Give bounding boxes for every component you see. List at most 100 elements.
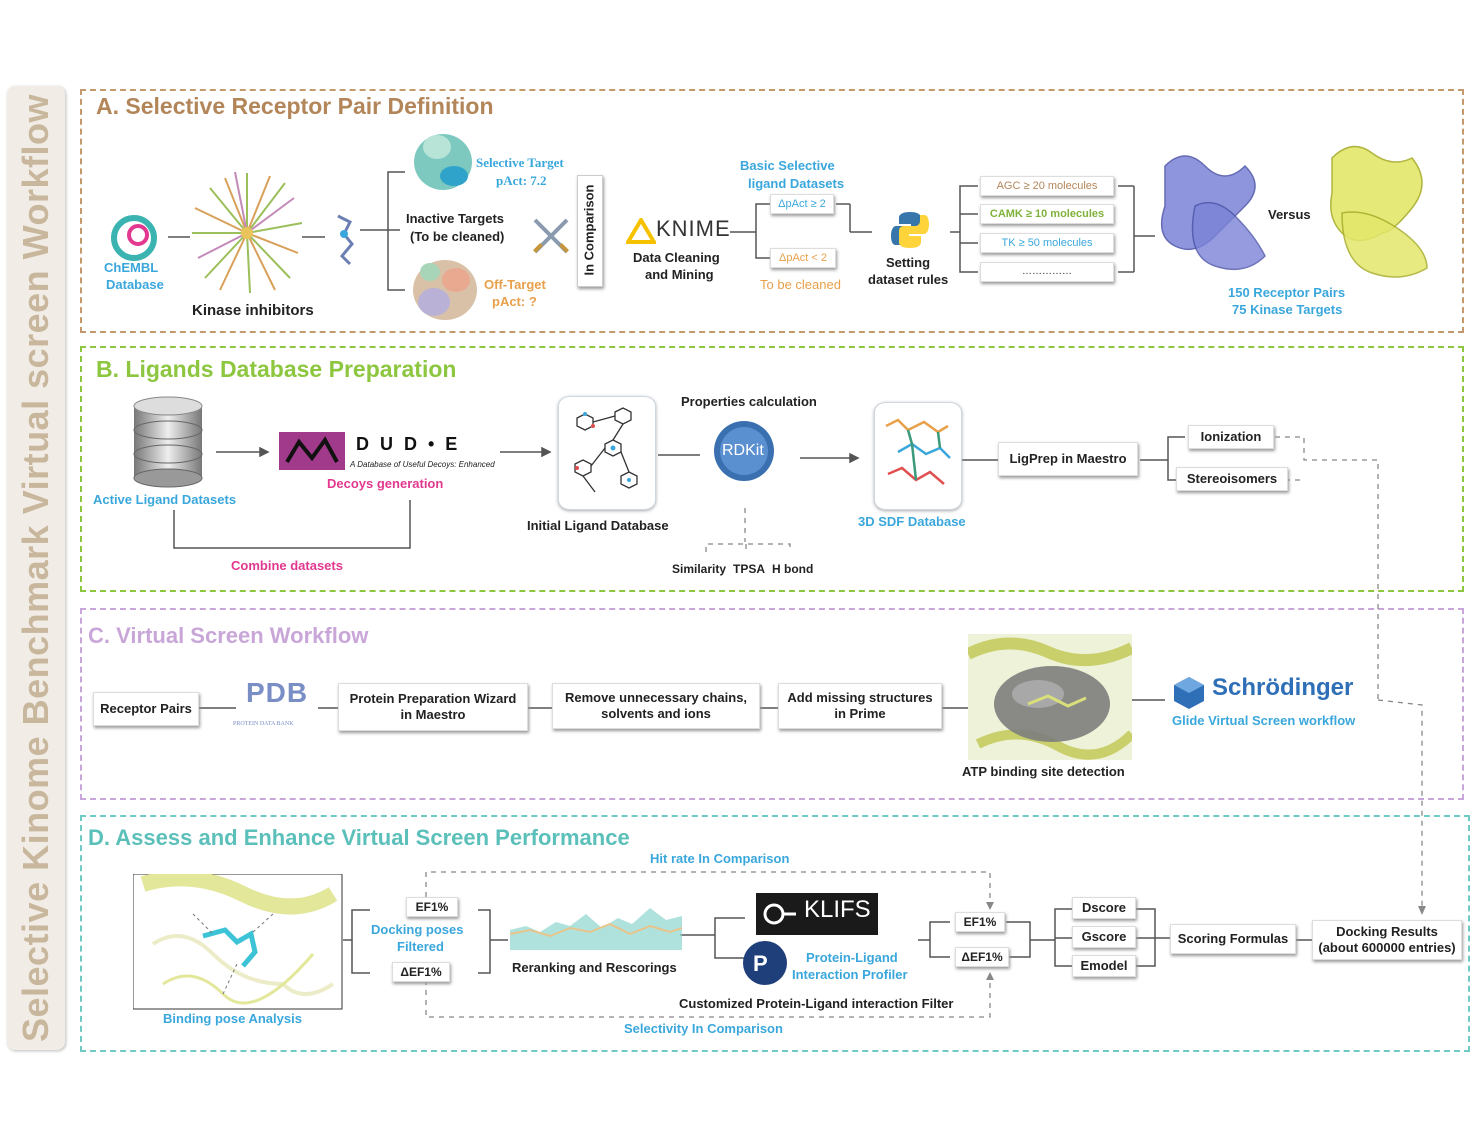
- knime-triangle-icon: [626, 218, 656, 244]
- plip-line1-label: Protein-Ligand: [806, 950, 898, 965]
- plip-logo-icon: P: [743, 941, 787, 985]
- properties-calc-label: Properties calculation: [681, 394, 817, 409]
- glide-workflow-label: Glide Virtual Screen workflow: [1172, 713, 1356, 728]
- off-target-protein-image: [413, 260, 477, 320]
- ligand-structures-image: [574, 407, 638, 493]
- inactive-targets-label: Inactive Targets: [406, 211, 505, 226]
- ligprep-box: LigPrep in Maestro: [998, 442, 1138, 476]
- plip-line2-label: Interaction Profiler: [792, 967, 908, 982]
- filtered-label: Filtered: [397, 939, 444, 954]
- atp-binding-site-image: [968, 634, 1132, 760]
- section-d-title: D. Assess and Enhance Virtual Screen Per…: [88, 825, 630, 850]
- selectivity-label: Selectivity In Comparison: [624, 1021, 783, 1036]
- versus-label: Versus: [1268, 207, 1311, 222]
- emodel-box: Emodel: [1072, 955, 1136, 977]
- dude-logo-text: D U D • E: [356, 434, 461, 454]
- ligand-datasets-label: ligand Datasets: [748, 176, 845, 191]
- in-comparison-label: In Comparison: [581, 184, 597, 276]
- tpsa-label: TPSA: [733, 562, 766, 576]
- section-c-frame: [80, 608, 1464, 800]
- section-a-frame: [80, 89, 1464, 333]
- reranking-label: Reranking and Rescorings: [512, 960, 677, 975]
- section-a-title: A. Selective Receptor Pair Definition: [96, 93, 494, 119]
- binding-pose-label: Binding pose Analysis: [163, 1011, 302, 1026]
- atp-site-label: ATP binding site detection: [962, 764, 1125, 779]
- section-b-title: B. Ligands Database Preparation: [96, 356, 457, 382]
- to-be-cleaned-label: To be cleaned: [760, 277, 841, 292]
- combine-datasets-label: Combine datasets: [231, 558, 343, 573]
- add-missing-line2: in Prime: [834, 706, 886, 721]
- prep-wizard-box: Protein Preparation Wizard in Maestro: [338, 683, 528, 731]
- schrodinger-logo-icon: [1174, 677, 1204, 709]
- active-ligand-label: Active Ligand Datasets: [93, 492, 237, 507]
- dscore-box: Dscore: [1072, 897, 1136, 919]
- ionization-box: Ionization: [1188, 425, 1274, 449]
- ef1-box: EF1%: [406, 897, 458, 917]
- section-b-frame: [80, 346, 1464, 592]
- klifs-logo-text: KLIFS: [804, 896, 871, 923]
- receptor-pairs-box: Receptor Pairs: [93, 692, 199, 726]
- inactive-note-label: (To be cleaned): [410, 229, 505, 244]
- docking-results-line2: (about 600000 entries): [1318, 940, 1456, 955]
- basic-selective-label: Basic Selective: [740, 158, 835, 173]
- kinase-inhibitors-label: Kinase inhibitors: [192, 302, 314, 319]
- svg-text:P: P: [753, 951, 768, 976]
- and-mining-label: and Mining: [645, 267, 714, 282]
- pdb-logo-text: PDB: [246, 677, 309, 708]
- remove-chains-line1: Remove unnecessary chains,: [564, 690, 748, 705]
- dude-sub-text: A Database of Useful Decoys: Enhanced: [350, 460, 495, 469]
- sdf-db-label: 3D SDF Database: [858, 514, 966, 529]
- selective-target-label: Selective Target: [476, 155, 564, 170]
- ligand-molecule-icon: [337, 214, 354, 266]
- receptor-protein-blue-image: [1160, 155, 1266, 271]
- setting-label: Setting: [886, 255, 931, 270]
- crossed-swords-icon: [533, 218, 569, 254]
- docking-results-line1: Docking Results: [1336, 924, 1438, 939]
- receptor-pairs-count-label: 150 Receptor Pairs: [1228, 285, 1346, 300]
- chembl-logo-icon: [111, 215, 157, 261]
- prep-wizard-line2: in Maestro: [400, 707, 466, 722]
- hbond-label: H bond: [772, 562, 814, 576]
- add-missing-line1: Add missing structures: [787, 690, 933, 705]
- section-d-frame: [80, 815, 1470, 1052]
- off-pact-label: pAct: ?: [492, 294, 537, 309]
- stereoisomers-box: Stereoisomers: [1176, 467, 1288, 491]
- kinome-tree-image: [192, 171, 303, 294]
- in-comparison-bracket: [577, 175, 603, 287]
- docking-results-box: Docking Results (about 600000 entries): [1312, 920, 1462, 960]
- def1b-box: ΔEF1%: [955, 947, 1009, 967]
- klifs-logo: [756, 893, 878, 935]
- similarity-label: Similarity: [672, 562, 727, 576]
- selective-target-protein-image: [414, 134, 472, 190]
- kinase-targets-count-label: 75 Kinase Targets: [1232, 302, 1343, 317]
- gscore-box: Gscore: [1072, 926, 1136, 948]
- docking-poses-label: Docking poses: [371, 922, 464, 937]
- off-target-label: Off-Target: [484, 277, 546, 292]
- database-icon: [133, 396, 203, 488]
- ef1b-box: EF1%: [955, 912, 1005, 932]
- def1-box: ΔEF1%: [392, 962, 450, 982]
- dpact-lt2-box: ΔpAct < 2: [770, 248, 836, 268]
- rdkit-logo-text: RDKit: [722, 442, 764, 459]
- knime-logo-text: KNIME: [656, 216, 731, 241]
- chembl-label: ChEMBL: [104, 260, 159, 275]
- 3d-ligand-image: [885, 418, 951, 485]
- reranking-area-chart-image: [510, 908, 682, 950]
- custom-filter-label: Customized Protein-Ligand interaction Fi…: [679, 996, 954, 1011]
- rdkit-logo-icon: [714, 421, 774, 481]
- decoys-generation-label: Decoys generation: [327, 476, 444, 491]
- dataset-rules-label: dataset rules: [868, 272, 949, 287]
- remove-chains-box: Remove unnecessary chains, solvents and …: [552, 683, 760, 729]
- schrodinger-logo-text: Schrödinger: [1212, 674, 1354, 701]
- rule-tk-box: TK ≥ 50 molecules: [980, 233, 1114, 253]
- workflow-sidebar: Selective Kinome Benchmark Virtual scree…: [7, 86, 65, 1050]
- initial-ligand-db-label: Initial Ligand Database: [527, 518, 669, 533]
- scoring-formulas-box: Scoring Formulas: [1170, 924, 1296, 954]
- dude-logo-icon: [279, 432, 345, 470]
- remove-chains-line2: solvents and ions: [601, 706, 711, 721]
- klifs-key-icon: [763, 903, 796, 925]
- rule-agc-box: AGC ≥ 20 molecules: [980, 176, 1114, 196]
- dpact-ge2-box: ΔpAct ≥ 2: [770, 194, 834, 214]
- rule-camk-box: CAMK ≥ 10 molecules: [980, 204, 1114, 224]
